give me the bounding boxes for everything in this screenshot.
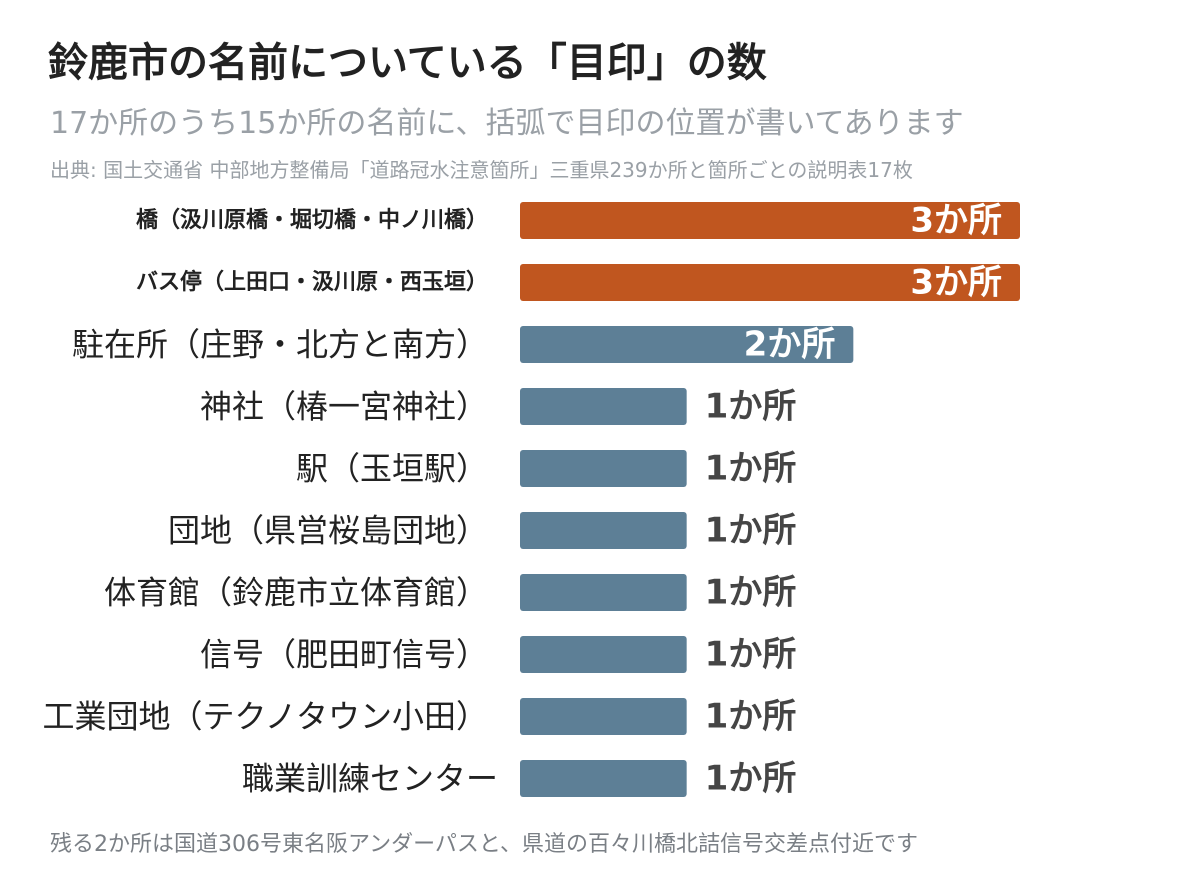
bar	[520, 698, 687, 735]
category-label: 体育館（鈴鹿市立体育館）	[104, 574, 488, 612]
category-label: 信号（肥田町信号）	[200, 636, 488, 674]
bar	[520, 760, 687, 797]
bar	[520, 202, 1020, 239]
category-label: 橋（汲川原橋・堀切橋・中ノ川橋）	[136, 208, 488, 233]
chart-footnote: 残る2か所は国道306号東名阪アンダーパスと、県道の百々川橋北詰信号交差点付近で…	[50, 832, 919, 857]
value-label: 3か所	[910, 263, 1002, 303]
value-label: 1か所	[705, 511, 797, 551]
value-label: 1か所	[705, 573, 797, 613]
bar	[520, 388, 687, 425]
bar	[520, 264, 1020, 301]
value-label: 1か所	[705, 449, 797, 489]
value-label: 3か所	[910, 201, 1002, 241]
category-label: 工業団地（テクノタウン小田）	[43, 698, 488, 736]
chart-source: 出典: 国土交通省 中部地方整備局「道路冠水注意箇所」三重県239か所と箇所ごと…	[50, 158, 913, 182]
chart-subtitle: 17か所のうち15か所の名前に、括弧で目印の位置が書いてあります	[50, 106, 964, 141]
value-label: 1か所	[705, 759, 797, 799]
category-label: 団地（県営桜島団地）	[168, 512, 488, 550]
value-label: 1か所	[705, 387, 797, 427]
bar	[520, 326, 854, 363]
bar	[520, 450, 687, 487]
bar	[520, 512, 687, 549]
value-label: 1か所	[705, 697, 797, 737]
category-label: 神社（椿一宮神社）	[200, 388, 488, 426]
category-label: 駐在所（庄野・北方と南方）	[72, 326, 488, 364]
bar	[520, 574, 687, 611]
category-label: バス停（上田口・汲川原・西玉垣）	[136, 269, 488, 295]
bar	[520, 636, 687, 673]
value-label: 1か所	[705, 635, 797, 675]
category-label: 駅（玉垣駅）	[296, 450, 488, 488]
category-label: 職業訓練センター	[242, 760, 498, 798]
chart-title: 鈴鹿市の名前についている「目印」の数	[48, 40, 767, 86]
value-label: 2か所	[744, 325, 836, 365]
